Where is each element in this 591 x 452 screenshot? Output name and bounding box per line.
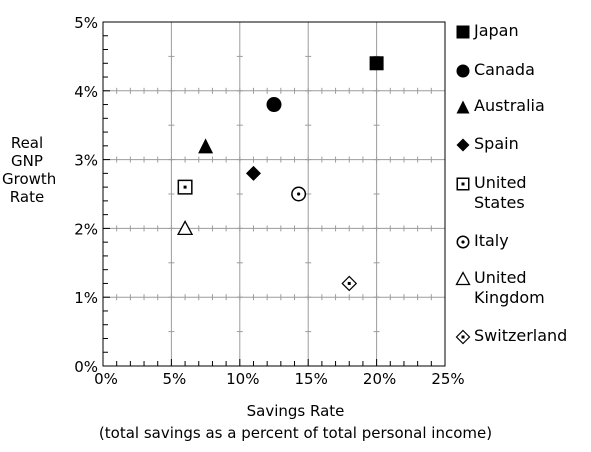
y-tick-label: 4% <box>74 83 98 101</box>
legend-label-line: Australia <box>474 96 545 116</box>
legend-label-line: Italy <box>474 231 509 251</box>
legend-label-line: States <box>474 193 527 213</box>
y-axis-label-line: Growth <box>2 170 52 188</box>
x-tick-label: 5% <box>163 370 187 388</box>
y-axis-label-line: GNP <box>2 152 52 170</box>
legend-label-line: Kingdom <box>474 288 545 308</box>
y-tick-label: 0% <box>74 358 98 376</box>
data-point <box>342 276 356 290</box>
legend-marker-shape <box>457 178 469 190</box>
data-point <box>267 97 282 112</box>
legend-marker <box>455 234 471 250</box>
legend-label-line: Switzerland <box>474 326 567 346</box>
legend-marker-shape <box>457 273 470 285</box>
x-axis-note: (total savings as a percent of total per… <box>0 424 591 442</box>
legend-label: Spain <box>474 134 519 154</box>
legend-item: Italy <box>455 231 509 251</box>
tick-labels: 0% 5% 10% 15% 20% 25%0%1%2%3%4%5% <box>74 14 464 388</box>
legend-label: Japan <box>474 21 519 41</box>
legend-label: Australia <box>474 96 545 116</box>
legend-label-line: Spain <box>474 134 519 154</box>
data-point <box>370 56 384 70</box>
legend-label-line: United <box>474 268 545 288</box>
y-axis-label: Real GNP Growth Rate <box>2 134 52 206</box>
data-point <box>198 138 213 153</box>
x-axis-label: Savings Rate <box>0 402 591 420</box>
axes <box>103 22 445 366</box>
legend-label: United States <box>474 173 527 213</box>
plot-frame <box>103 22 445 366</box>
legend-marker-shape <box>457 65 470 78</box>
tick-marks <box>103 22 445 366</box>
data-point <box>246 166 261 181</box>
legend-marker-shape <box>457 101 470 114</box>
legend-item: Australia <box>455 96 545 116</box>
grid-lines <box>103 22 445 366</box>
legend-item: Spain <box>455 134 519 154</box>
legend-label: United Kingdom <box>474 268 545 308</box>
x-tick-label: 15% <box>295 370 328 388</box>
legend-marker <box>455 24 471 40</box>
y-tick-label: 2% <box>74 220 98 238</box>
legend-item: United States <box>455 173 527 213</box>
legend-marker <box>455 99 471 115</box>
legend-marker-shape <box>457 139 470 152</box>
y-axis-label-line: Rate <box>2 188 52 206</box>
legend-marker <box>455 137 471 153</box>
y-tick-label: 5% <box>74 14 98 32</box>
legend-marker <box>455 271 471 287</box>
legend-item: Canada <box>455 60 535 80</box>
legend-label-line: Canada <box>474 60 535 80</box>
legend-marker-shape <box>457 331 470 344</box>
legend-item: Switzerland <box>455 326 567 346</box>
legend-item: United Kingdom <box>455 268 545 308</box>
legend-item: Japan <box>455 21 519 41</box>
data-point <box>178 180 192 194</box>
data-point <box>292 187 306 201</box>
legend-label-line: United <box>474 173 527 193</box>
legend-marker-shape <box>457 26 470 39</box>
legend-label-line: Japan <box>474 21 519 41</box>
y-axis-label-line: Real <box>2 134 52 152</box>
x-tick-label: 10% <box>226 370 259 388</box>
y-tick-label: 1% <box>74 289 98 307</box>
x-tick-label: 25% <box>431 370 464 388</box>
y-tick-label: 3% <box>74 152 98 170</box>
x-tick-label: 20% <box>363 370 396 388</box>
legend-label: Switzerland <box>474 326 567 346</box>
legend-label: Canada <box>474 60 535 80</box>
legend-marker <box>455 329 471 345</box>
legend-marker <box>455 176 471 192</box>
legend-marker-shape <box>457 236 469 248</box>
legend-label: Italy <box>474 231 509 251</box>
legend-marker <box>455 63 471 79</box>
